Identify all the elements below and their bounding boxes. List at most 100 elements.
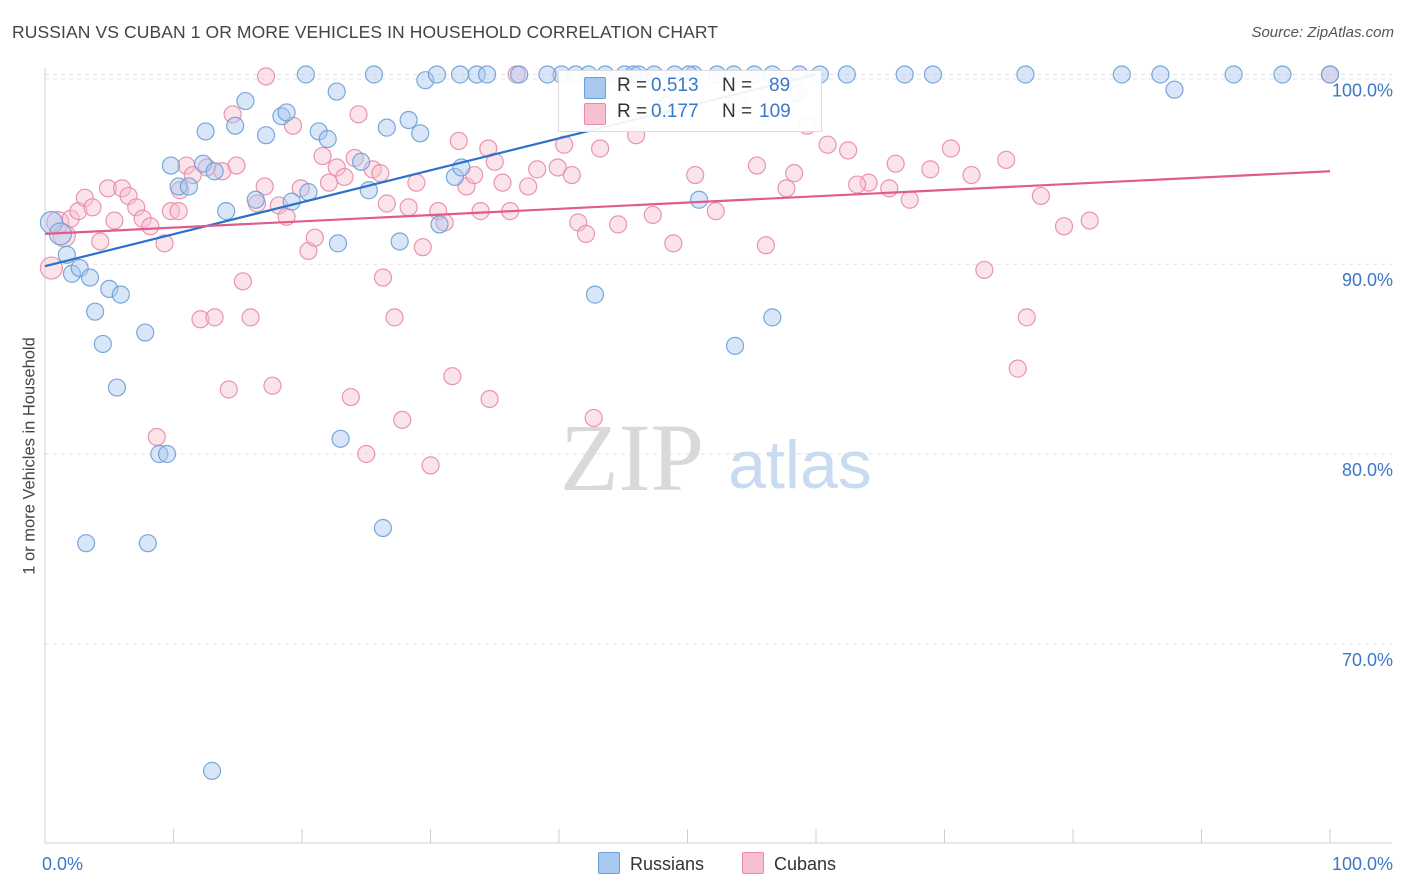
- russians-point: [445, 167, 465, 187]
- watermark-atlas: atlas: [728, 427, 872, 503]
- cubans-point: [1054, 217, 1074, 236]
- cubans-point: [205, 308, 224, 327]
- watermark-zip: ZIP: [560, 404, 704, 511]
- tick-labels: 70.0% 80.0% 90.0% 100.0% 0.0% 100.0%: [42, 80, 1393, 874]
- cubans-point: [341, 387, 360, 407]
- cubans-point: [75, 188, 94, 207]
- cubans-point: [839, 141, 858, 160]
- cubans-point: [609, 215, 628, 234]
- russians-swatch: [584, 77, 606, 99]
- legend-n-value: 109: [759, 101, 791, 122]
- cubans-point: [407, 173, 426, 192]
- russians-point: [1273, 65, 1292, 84]
- cubans-point: [747, 156, 766, 175]
- russians-point: [1320, 65, 1340, 84]
- russians-point: [111, 285, 130, 304]
- cubans-point: [377, 194, 396, 213]
- correlation-legend: R = 0.513 N = 89 R = 0.177 N = 109: [558, 70, 822, 132]
- cubans-point: [584, 408, 603, 428]
- russians-point: [416, 71, 435, 90]
- cubans-point: [528, 160, 547, 179]
- cubans-trend-line: [44, 170, 1331, 235]
- cubans-point: [859, 173, 878, 192]
- russians-point: [136, 323, 155, 342]
- cubans-point: [191, 310, 210, 329]
- russians-point: [837, 65, 856, 84]
- russians-point: [226, 116, 245, 135]
- russians-point: [236, 91, 255, 111]
- russians-point: [1165, 80, 1184, 99]
- russians-point: [202, 761, 222, 780]
- russians-swatch: [598, 852, 620, 874]
- cubans-point: [848, 175, 867, 194]
- legend-row-russians: R = 0.513 N = 89: [559, 75, 821, 101]
- russians-point: [157, 444, 177, 464]
- cubans-point: [493, 173, 512, 192]
- russians-point: [373, 518, 393, 538]
- cubans-point: [562, 165, 581, 185]
- cubans-point: [1008, 359, 1027, 378]
- cubans-point: [169, 202, 188, 221]
- y-tick-label: 100.0%: [1332, 80, 1393, 100]
- x-tick-label: 0.0%: [42, 854, 83, 874]
- cubans-point: [305, 228, 324, 247]
- legend-r-label: R =: [617, 101, 648, 122]
- y-tick-label: 90.0%: [1342, 270, 1393, 290]
- legend-label-cubans: Cubans: [774, 854, 837, 874]
- cubans-point: [591, 139, 610, 158]
- russians-point: [510, 65, 529, 84]
- russians-point: [86, 302, 105, 321]
- cubans-point: [223, 105, 242, 124]
- cubans-point: [105, 211, 124, 230]
- russians-point: [477, 65, 497, 84]
- cubans-point: [449, 131, 468, 151]
- cubans-point: [962, 165, 981, 185]
- cubans-point: [133, 209, 152, 228]
- y-tick-label: 80.0%: [1342, 460, 1393, 480]
- cubans-point: [371, 164, 390, 183]
- russians-point: [1151, 65, 1170, 84]
- russians-point: [256, 126, 276, 145]
- cubans-swatch: [742, 852, 764, 874]
- watermark: ZIP atlas: [560, 404, 872, 511]
- russians-point: [93, 334, 112, 354]
- cubans-point: [443, 367, 462, 386]
- source-label: Source: ZipAtlas.com: [1251, 24, 1394, 41]
- legend-r-value: 0.177: [651, 101, 699, 122]
- russians-point: [296, 65, 315, 84]
- cubans-point: [98, 179, 118, 198]
- russians-point: [411, 124, 430, 143]
- russians-point: [217, 202, 236, 221]
- russians-point: [169, 177, 188, 196]
- cubans-point: [327, 158, 346, 177]
- russians-point: [390, 232, 409, 251]
- russians-point: [1016, 65, 1035, 84]
- cubans-point: [335, 167, 354, 187]
- cubans-point: [818, 135, 837, 154]
- russians-point: [328, 234, 348, 253]
- russians-point: [364, 65, 384, 84]
- cubans-point: [161, 202, 181, 221]
- russians-point: [80, 268, 100, 287]
- cubans-point: [399, 198, 418, 217]
- cubans-point: [263, 376, 282, 395]
- russians-point: [150, 444, 169, 464]
- cubans-point: [997, 150, 1016, 169]
- x-tick-label: 100.0%: [1332, 854, 1393, 874]
- cubans-point: [921, 160, 940, 179]
- cubans-point: [357, 444, 376, 464]
- cubans-point: [112, 179, 132, 198]
- legend-label-russians: Russians: [630, 854, 705, 874]
- russians-point: [331, 429, 350, 448]
- russians-point: [923, 65, 943, 84]
- russians-point: [689, 190, 709, 209]
- cubans-point: [255, 177, 274, 196]
- cubans-point: [127, 198, 146, 217]
- cubans-point: [91, 232, 110, 251]
- cubans-point: [886, 154, 905, 173]
- cubans-point: [373, 268, 393, 287]
- russians-point: [196, 122, 215, 141]
- chart-title: RUSSIAN VS CUBAN 1 OR MORE VEHICLES IN H…: [12, 22, 719, 42]
- axes: [44, 68, 1392, 844]
